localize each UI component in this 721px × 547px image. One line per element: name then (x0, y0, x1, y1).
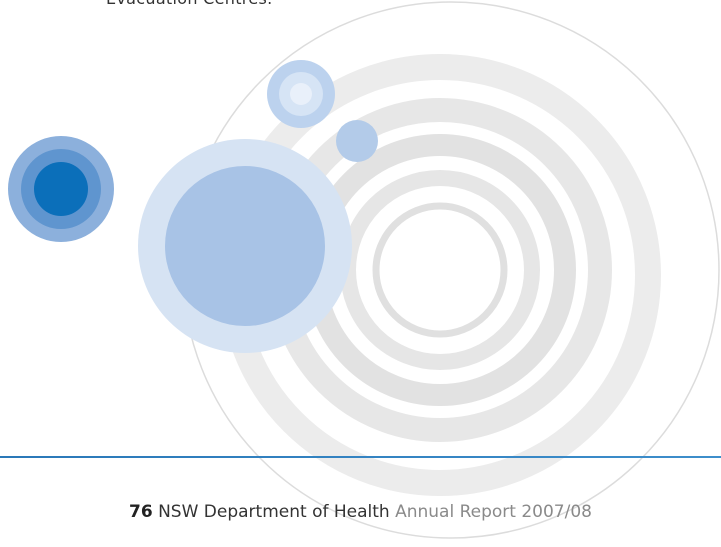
page: Evacuation Centres. 76 NSW Department of… (0, 0, 721, 547)
report-title: Annual Report 2007/08 (395, 502, 592, 522)
footer: 76 NSW Department of Health Annual Repor… (0, 502, 721, 522)
circle (336, 120, 378, 162)
decoration (0, 0, 721, 547)
page-number: 76 (129, 502, 153, 522)
organization: NSW Department of Health (158, 502, 390, 522)
header-text: Evacuation Centres. (106, 0, 272, 8)
circle (290, 83, 312, 105)
circle (34, 162, 88, 216)
circle (165, 166, 325, 326)
footer-rule (0, 456, 721, 458)
ring (376, 206, 504, 334)
